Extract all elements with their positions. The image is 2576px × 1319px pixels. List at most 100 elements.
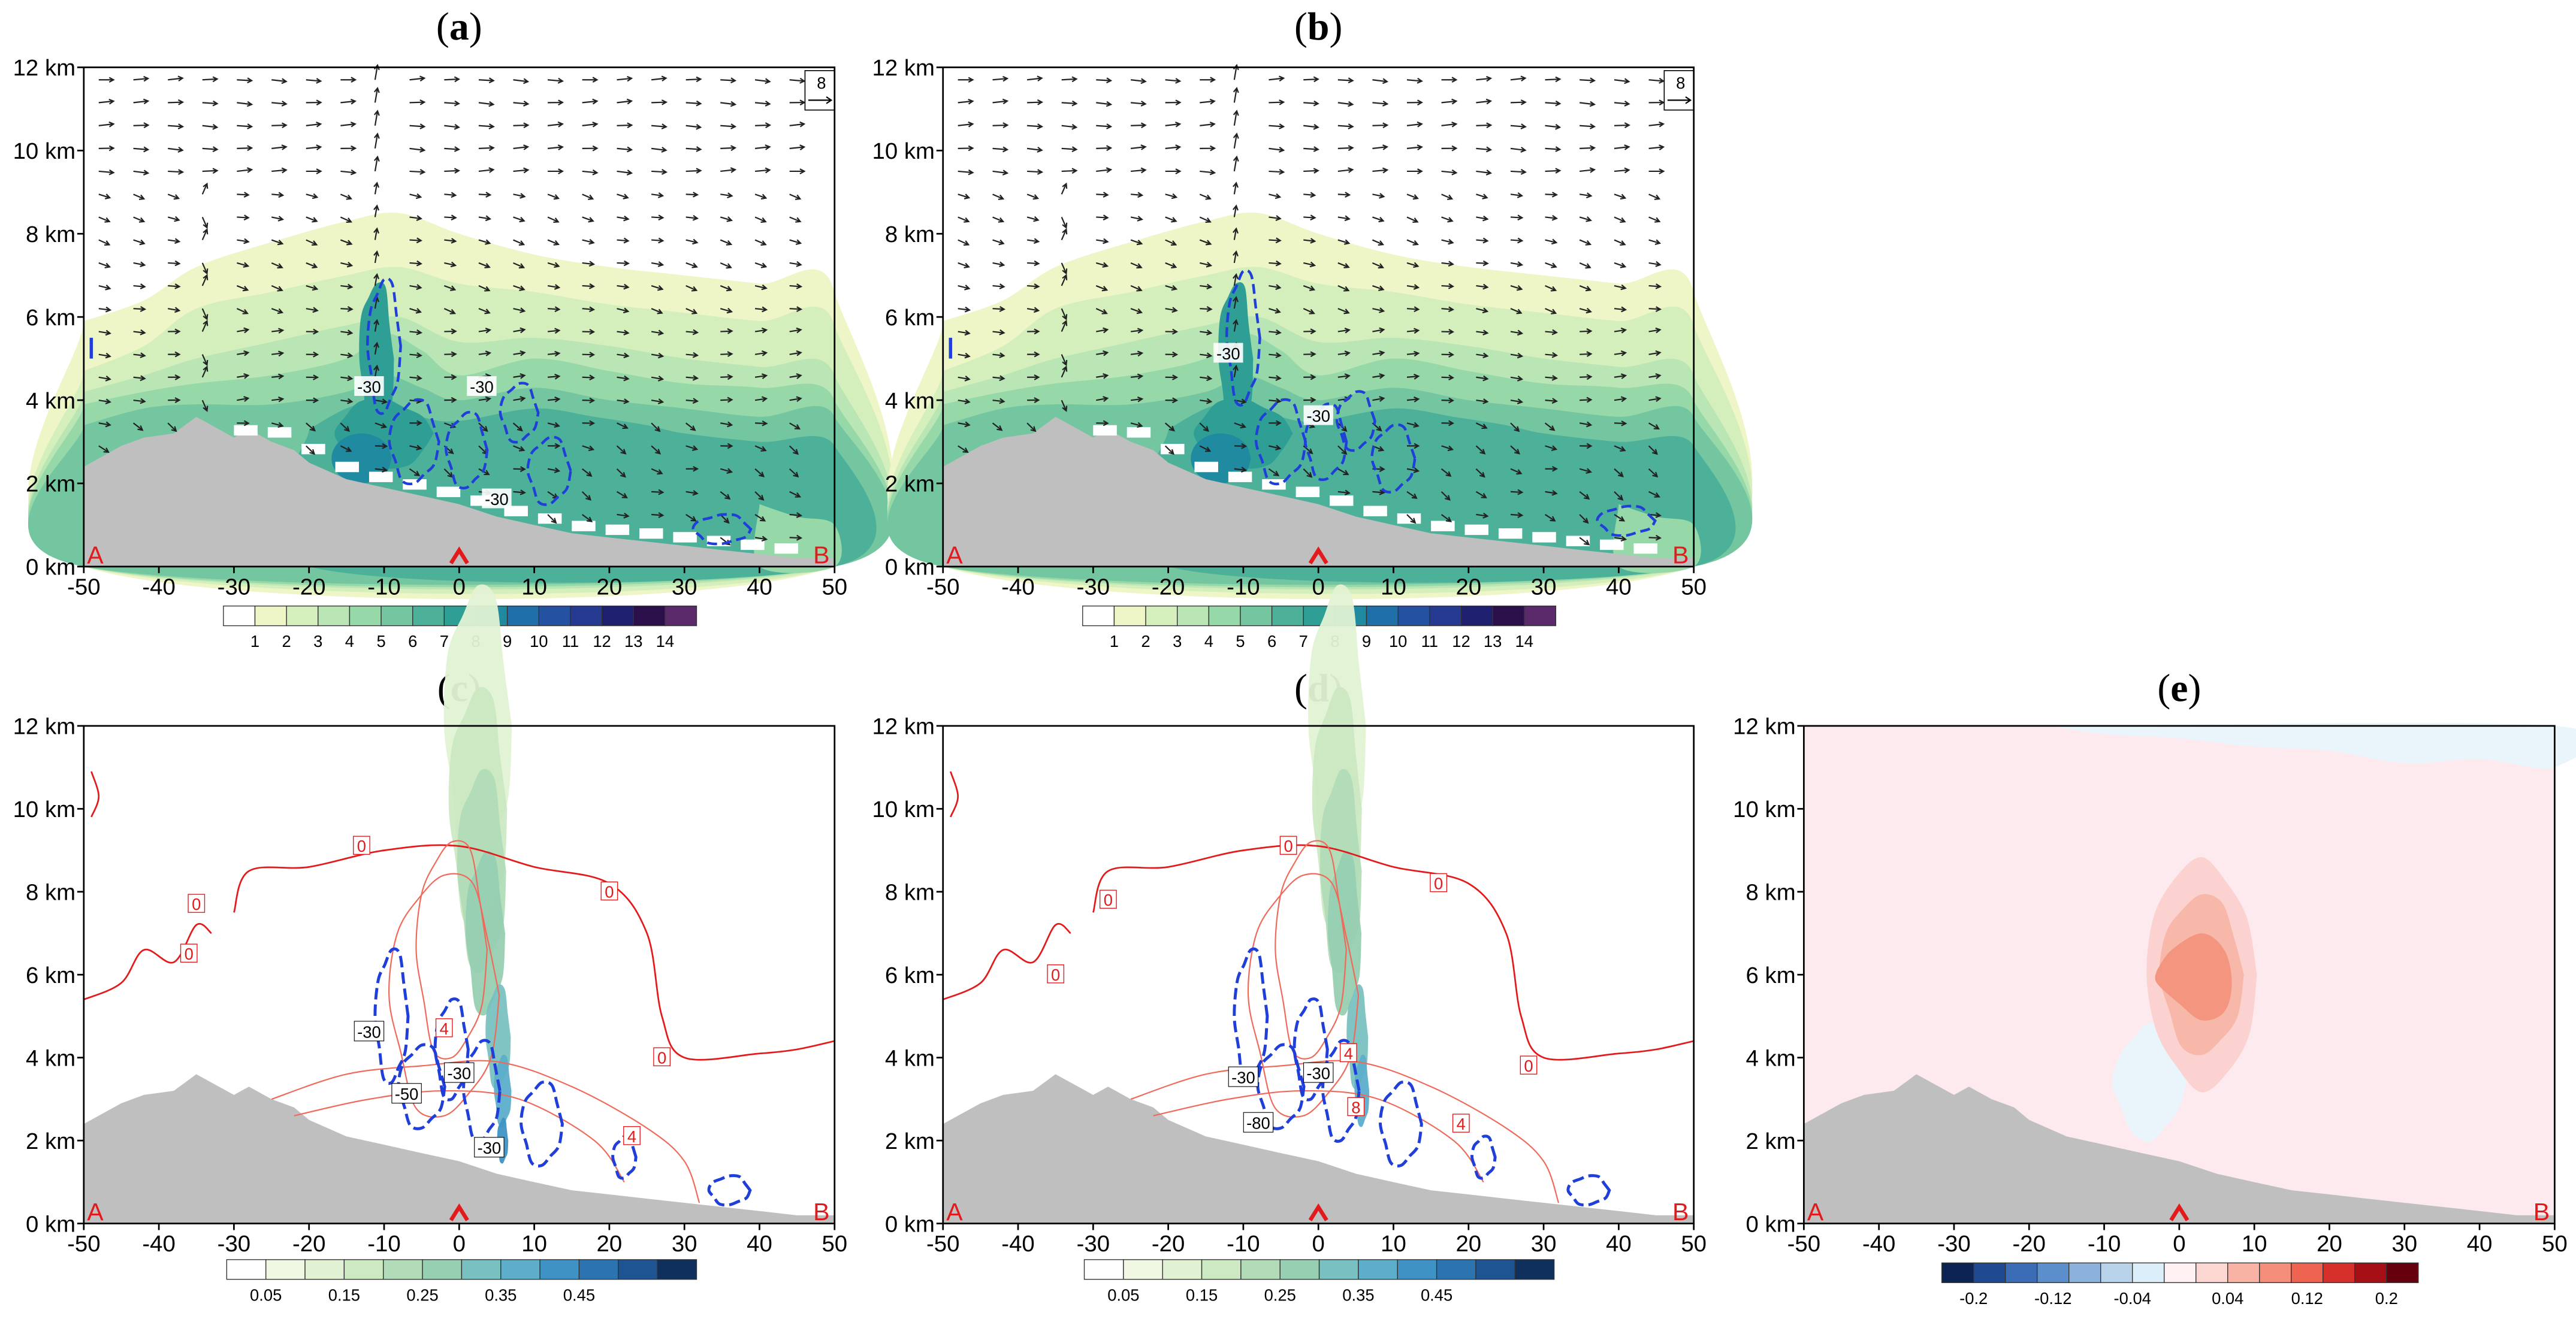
wind-vector <box>237 101 253 107</box>
wind-vector <box>133 146 150 153</box>
wind-vector <box>1130 216 1144 222</box>
x-tick-label: 0 <box>1312 1231 1325 1257</box>
wind-vector <box>1026 193 1040 200</box>
y-tick-label: 8 km <box>885 222 935 247</box>
colorbar-swatch <box>1240 1259 1281 1280</box>
wind-vector <box>1544 514 1556 522</box>
colorbar-label: 0.25 <box>406 1285 438 1304</box>
wind-vector <box>789 144 806 150</box>
contour-label-bg <box>435 1018 453 1037</box>
colorbar-swatch <box>578 1259 619 1280</box>
colorbar-label: 7 <box>1299 632 1308 651</box>
colorbar-label: 14 <box>656 632 674 651</box>
colorbar-swatch <box>318 606 351 627</box>
wind-vector <box>1648 396 1662 402</box>
wind-vector <box>1476 98 1493 105</box>
wind-vector <box>98 262 111 268</box>
x-tick-label: -30 <box>218 574 250 600</box>
colorbar-swatch <box>286 606 319 627</box>
x-tick-label: 20 <box>2317 1231 2342 1257</box>
wind-vector <box>1269 329 1282 335</box>
contour-label-red: 4 <box>440 1019 449 1038</box>
wind-vector <box>98 398 111 404</box>
wind-vector <box>513 350 526 356</box>
wind-vector <box>1269 260 1282 267</box>
wind-vector <box>1545 329 1559 335</box>
wind-vector <box>755 122 772 128</box>
wind-vector <box>1648 283 1662 289</box>
wind-vector <box>1510 422 1520 432</box>
wind-vector <box>1130 308 1143 314</box>
wind-vector <box>1026 216 1040 222</box>
wind-vector <box>1441 352 1454 358</box>
wind-vector <box>444 192 457 198</box>
colorbar-label: 0.45 <box>563 1285 595 1304</box>
wind-vector <box>720 167 737 173</box>
contour-label-red: 0 <box>185 945 194 963</box>
wind-vector <box>1027 169 1044 175</box>
contour-label-bg <box>1047 964 1065 984</box>
colorbar-label: 0.05 <box>1107 1285 1139 1304</box>
contour-label-red: 0 <box>1524 1057 1533 1075</box>
wind-vector <box>237 262 250 268</box>
terrain-gap <box>741 539 765 550</box>
wind-vector <box>1199 216 1212 223</box>
x-tick-label: 10 <box>521 574 547 600</box>
x-tick-label: -40 <box>142 1231 175 1257</box>
wind-vector <box>1614 262 1627 268</box>
panel-title-part: ( <box>436 5 449 49</box>
wind-vector <box>1269 352 1282 358</box>
wind-vector <box>958 239 970 246</box>
wind-vector <box>958 262 970 268</box>
wind-vector <box>201 354 209 367</box>
wind-vector <box>237 167 253 173</box>
wind-vector <box>754 284 768 291</box>
wind-vector <box>1510 285 1523 291</box>
wind-vector <box>1648 99 1665 106</box>
wind-vector <box>513 466 526 473</box>
colorbar-label: 13 <box>624 632 642 651</box>
colorbar-swatch <box>1083 1259 1124 1280</box>
wind-vector <box>1648 373 1662 379</box>
x-tick-label: -20 <box>292 1231 325 1257</box>
wind-vector <box>1303 328 1316 335</box>
wind-vector <box>1061 76 1078 83</box>
wind-vector <box>1165 351 1179 358</box>
contour-red <box>943 922 1071 1000</box>
wind-vector <box>444 123 460 130</box>
wind-vector <box>548 306 561 313</box>
endpoint-label-a: A <box>87 541 104 568</box>
wind-vector <box>1303 308 1315 314</box>
wind-vector <box>1579 468 1593 474</box>
y-tick-label: 12 km <box>872 714 935 740</box>
wind-vector <box>306 351 319 358</box>
wind-vector <box>1579 307 1592 314</box>
wind-vector <box>1406 373 1420 380</box>
shade-negative <box>2051 722 2576 769</box>
wind-vector <box>617 398 630 404</box>
terrain-gap <box>1532 532 1556 543</box>
wind-vector <box>306 397 319 404</box>
wind-vector <box>1096 101 1113 107</box>
colorbar-swatch <box>380 606 413 627</box>
wind-vector <box>958 98 974 105</box>
wind-vector <box>720 307 733 314</box>
contour-label-red: 0 <box>1284 837 1292 855</box>
wind-vector <box>1476 512 1489 519</box>
x-tick-label: 20 <box>597 1231 623 1257</box>
wind-vector <box>1441 306 1455 313</box>
wind-vector <box>340 193 352 200</box>
wind-vector <box>373 250 379 264</box>
wind-vector <box>167 193 180 200</box>
y-tick-label: 4 km <box>26 388 76 414</box>
wind-vector <box>513 167 530 174</box>
wind-vector <box>1614 373 1627 379</box>
wind-vector <box>754 216 767 223</box>
wind-vector <box>547 193 560 200</box>
wind-vector <box>98 445 110 453</box>
reference-vector-label: 8 <box>817 74 826 92</box>
wind-vector <box>1130 285 1143 292</box>
x-tick-label: -20 <box>1152 574 1185 600</box>
wind-vector <box>1061 262 1068 275</box>
